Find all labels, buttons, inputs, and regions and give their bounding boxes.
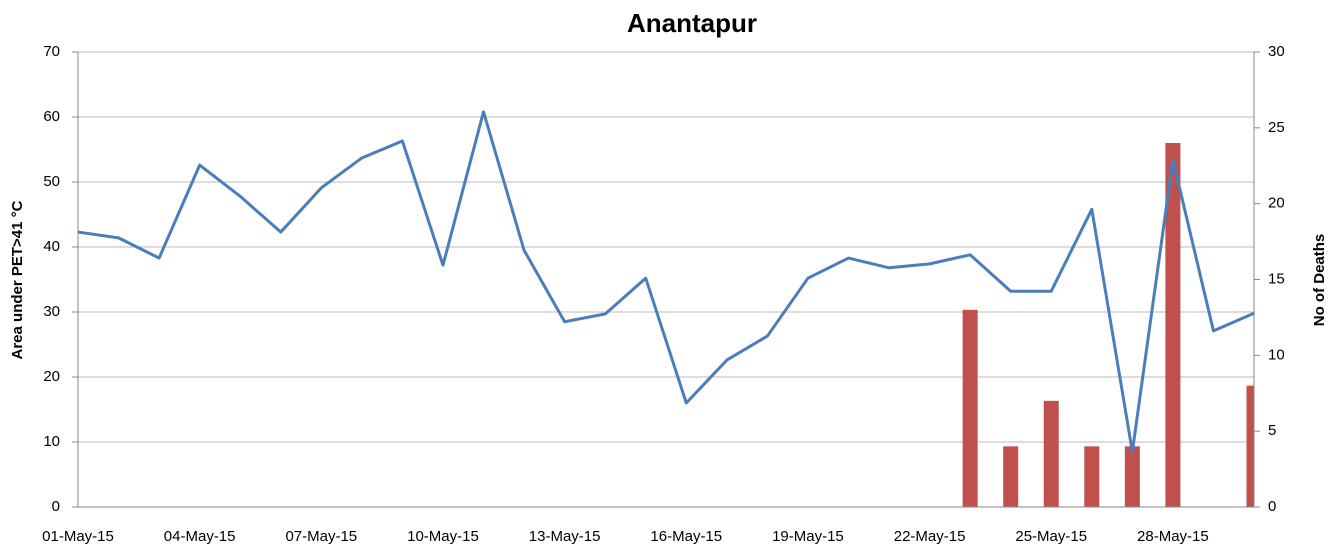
x-tick-label: 19-May-15	[772, 528, 844, 545]
bar	[1003, 446, 1019, 507]
y2-axis-title: No of Deaths	[1311, 234, 1328, 327]
x-tick-label: 22-May-15	[894, 528, 966, 545]
bar	[1043, 400, 1059, 507]
x-tick-label: 10-May-15	[407, 528, 479, 545]
bar	[1124, 446, 1140, 507]
y-tick-label: 70	[43, 43, 60, 60]
y2-tick-label: 30	[1268, 43, 1285, 60]
foreground: 0 10 20 30 40 50 60 70 0 5 10 15 20 25 30 01-May-15 04-M…	[42, 43, 1285, 545]
x-tick-label: 16-May-15	[650, 528, 722, 545]
y2-tick-label: 25	[1268, 119, 1285, 136]
y-tick-label: 20	[43, 368, 60, 385]
y-tick-label: 30	[43, 303, 60, 320]
chart-title: Anantapur	[627, 8, 757, 38]
x-tick-label: 28-May-15	[1137, 528, 1209, 545]
y2-tick-label: 20	[1268, 195, 1285, 212]
y-tick-label: 50	[43, 173, 60, 190]
x-tick-label: 25-May-15	[1015, 528, 1087, 545]
y-tick-label: 0	[52, 498, 60, 515]
bar	[1246, 385, 1254, 507]
x-tick-label: 07-May-15	[285, 528, 357, 545]
y2-tick-label: 10	[1268, 346, 1285, 363]
y-tick-label: 10	[43, 433, 60, 450]
bars	[962, 143, 1254, 507]
line	[77, 110, 1255, 454]
y2-tick-label: 15	[1268, 270, 1285, 287]
bar	[1084, 446, 1100, 507]
y-tick-label: 40	[43, 238, 60, 255]
x-tick-label: 01-May-15	[42, 528, 114, 545]
grid	[78, 51, 1254, 508]
bar	[1165, 143, 1181, 507]
y2-tick-label: 0	[1268, 498, 1276, 515]
bar	[962, 309, 978, 507]
y-axis-title: Area under PET>41 °C	[9, 200, 26, 359]
x-tick-label: 04-May-15	[164, 528, 236, 545]
y2-tick-label: 5	[1268, 422, 1276, 439]
y-tick-label: 60	[43, 108, 60, 125]
x-tick-label: 13-May-15	[529, 528, 601, 545]
